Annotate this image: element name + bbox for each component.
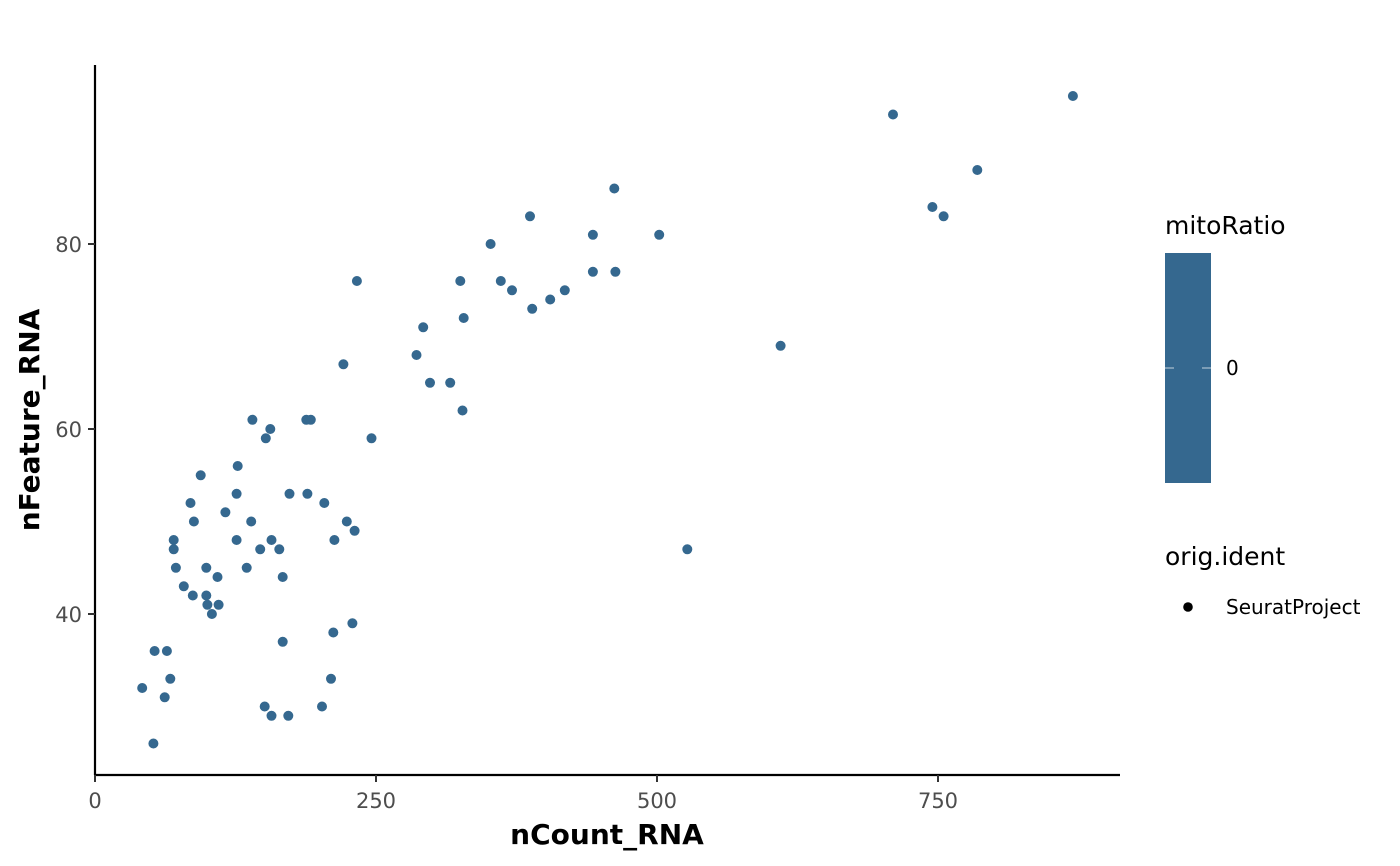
data-point-51 — [255, 544, 266, 555]
data-point-4 — [938, 211, 949, 222]
data-point-0 — [1067, 91, 1078, 101]
data-point-73 — [259, 701, 270, 712]
data-point-26 — [351, 276, 362, 286]
data-point-9 — [587, 229, 598, 240]
color-legend-title: mitoRatio — [1165, 211, 1286, 240]
y-tick-label-1: 60 — [55, 418, 82, 442]
data-point-52 — [274, 544, 285, 555]
data-point-39 — [188, 516, 199, 527]
data-point-20 — [458, 313, 469, 323]
shape-legend-key — [1183, 602, 1193, 612]
data-point-13 — [485, 239, 496, 249]
data-point-1 — [888, 109, 898, 120]
data-point-23 — [425, 377, 435, 388]
x-tick-label-3: 750 — [918, 789, 958, 813]
data-point-38 — [220, 507, 231, 518]
data-point-8 — [654, 229, 665, 240]
data-point-44 — [341, 516, 352, 527]
data-point-3 — [927, 202, 938, 212]
data-point-24 — [445, 377, 456, 388]
shape-legend-label: SeuratProject — [1226, 595, 1361, 619]
data-point-32 — [265, 424, 276, 434]
x-tick-label-2: 500 — [637, 789, 677, 813]
data-point-63 — [206, 609, 217, 619]
data-point-42 — [302, 488, 313, 499]
data-point-69 — [165, 673, 176, 684]
scatter-points — [137, 91, 1078, 749]
data-point-11 — [610, 266, 621, 277]
data-point-59 — [187, 590, 198, 601]
data-point-16 — [527, 303, 538, 314]
data-point-43 — [319, 498, 330, 508]
data-point-67 — [149, 646, 160, 656]
data-point-72 — [159, 692, 170, 703]
data-point-33 — [260, 433, 271, 444]
shape-legend: orig.ident SeuratProject — [1165, 542, 1361, 619]
data-point-18 — [559, 285, 570, 296]
data-point-2 — [972, 165, 983, 175]
data-point-5 — [775, 340, 786, 351]
data-point-21 — [418, 322, 429, 333]
data-point-25 — [457, 405, 468, 416]
data-point-41 — [284, 488, 295, 499]
data-point-6 — [682, 544, 693, 555]
data-point-62 — [213, 599, 224, 610]
data-point-22 — [411, 350, 422, 360]
data-point-46 — [329, 535, 340, 545]
shape-legend-title: orig.ident — [1165, 542, 1285, 571]
data-point-56 — [212, 572, 223, 582]
data-point-54 — [201, 562, 212, 573]
data-point-65 — [328, 627, 339, 638]
y-tick-label-2: 80 — [55, 233, 82, 257]
data-point-71 — [137, 683, 148, 693]
data-point-28 — [366, 433, 377, 444]
x-axis-title: nCount_RNA — [510, 818, 704, 851]
data-point-17 — [545, 294, 556, 305]
data-point-19 — [455, 276, 466, 286]
data-point-77 — [148, 738, 159, 749]
data-point-57 — [277, 572, 288, 582]
y-axis-ticks: 40 60 80 — [55, 233, 95, 627]
data-point-30 — [305, 414, 316, 425]
data-point-68 — [161, 646, 172, 656]
y-axis-title: nFeature_RNA — [13, 308, 46, 531]
x-axis-ticks: 0 250 500 750 — [88, 775, 958, 813]
data-point-58 — [178, 581, 189, 592]
data-point-36 — [195, 470, 206, 481]
data-point-7 — [609, 183, 620, 194]
data-point-45 — [349, 525, 360, 536]
data-point-55 — [241, 562, 252, 573]
data-point-37 — [185, 498, 196, 508]
x-tick-label-1: 250 — [356, 789, 396, 813]
data-point-47 — [168, 535, 179, 545]
data-point-15 — [507, 285, 517, 296]
color-legend: mitoRatio 0 — [1165, 211, 1286, 483]
data-point-61 — [202, 599, 213, 610]
data-point-75 — [266, 710, 277, 721]
data-point-14 — [495, 276, 506, 286]
data-point-76 — [283, 710, 294, 721]
data-point-27 — [338, 359, 349, 370]
data-point-64 — [347, 618, 358, 629]
data-point-10 — [587, 266, 598, 277]
data-point-60 — [201, 590, 212, 601]
colorbar-tick-label: 0 — [1226, 356, 1239, 380]
data-point-50 — [266, 535, 277, 545]
data-point-70 — [326, 673, 336, 684]
data-point-35 — [231, 488, 242, 499]
x-tick-label-0: 0 — [88, 789, 101, 813]
data-point-49 — [231, 535, 242, 545]
data-point-12 — [525, 211, 535, 222]
data-point-40 — [246, 516, 257, 527]
data-point-74 — [317, 701, 327, 712]
data-point-34 — [232, 461, 243, 471]
data-point-53 — [170, 562, 181, 573]
y-tick-label-0: 40 — [55, 603, 82, 627]
data-point-66 — [277, 636, 288, 647]
data-point-48 — [168, 544, 179, 555]
data-point-31 — [247, 414, 258, 425]
